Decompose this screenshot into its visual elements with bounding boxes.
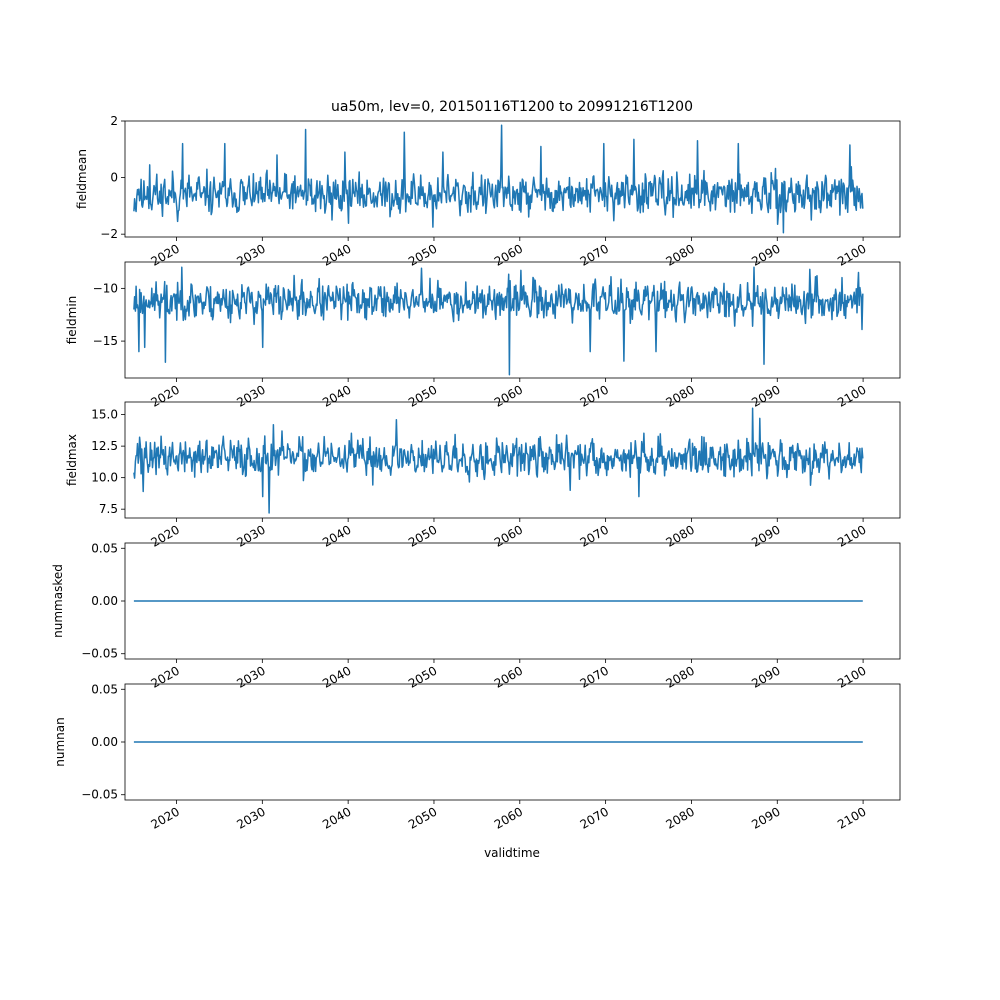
y-tick-label: 0 bbox=[110, 171, 118, 185]
series-line-fieldmean bbox=[133, 124, 864, 234]
y-tick-label: 0.05 bbox=[91, 682, 118, 696]
y-tick-label: 0.05 bbox=[91, 541, 118, 555]
y-tick-label: 15.0 bbox=[91, 408, 118, 422]
y-axis-label-fieldmin: fieldmin bbox=[65, 296, 79, 345]
axes-frame bbox=[124, 401, 901, 519]
y-tick-label: −2 bbox=[100, 227, 118, 241]
axes-frame bbox=[124, 120, 901, 238]
y-tick-label: 10.0 bbox=[91, 471, 118, 485]
y-axis-label-nummasked: nummasked bbox=[51, 564, 65, 638]
y-tick-label: 12.5 bbox=[91, 439, 118, 453]
y-axis-label-fieldmax: fieldmax bbox=[65, 434, 79, 486]
y-tick-label: 7.5 bbox=[99, 502, 118, 516]
y-tick-label: −15 bbox=[93, 334, 118, 348]
chart-title: ua50m, lev=0, 20150116T1200 to 20991216T… bbox=[331, 99, 693, 115]
y-tick-label: −0.05 bbox=[81, 647, 118, 661]
y-tick-label: 0.00 bbox=[91, 594, 118, 608]
x-axis-label: validtime bbox=[484, 846, 540, 860]
y-axis-label-numnan: numnan bbox=[53, 717, 67, 766]
axes-frame bbox=[124, 261, 901, 379]
y-tick-label: −0.05 bbox=[81, 788, 118, 802]
series-line-fieldmax bbox=[133, 407, 864, 514]
y-tick-label: 2 bbox=[110, 114, 118, 128]
series-line-fieldmin bbox=[133, 266, 864, 376]
y-tick-label: 0.00 bbox=[91, 735, 118, 749]
y-tick-label: −10 bbox=[93, 281, 118, 295]
y-axis-label-fieldmean: fieldmean bbox=[75, 149, 89, 209]
